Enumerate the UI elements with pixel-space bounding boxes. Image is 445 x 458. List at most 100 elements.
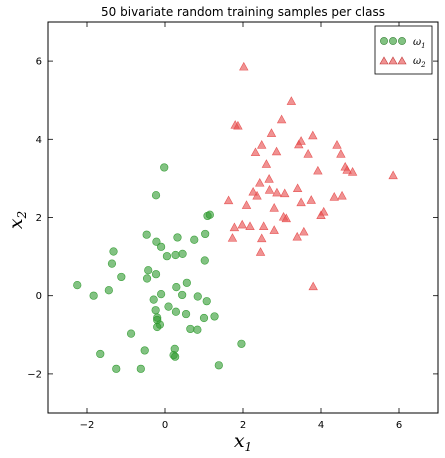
data-point-class2	[296, 197, 306, 207]
legend-marker-class1-c	[398, 37, 406, 45]
data-point-class1	[237, 339, 246, 348]
data-point-class1	[142, 230, 151, 239]
data-points	[73, 61, 398, 373]
data-point-class1	[109, 247, 118, 256]
data-point-class2	[255, 177, 265, 187]
data-point-class2	[269, 202, 279, 212]
data-point-class1	[214, 361, 223, 370]
data-point-class2	[223, 195, 234, 205]
data-point-class2	[227, 233, 238, 242]
data-point-class2	[294, 139, 304, 149]
y-tick-label: 2	[36, 213, 42, 224]
data-point-class1	[178, 249, 187, 258]
data-point-class1	[117, 272, 126, 282]
data-point-class1	[202, 297, 211, 306]
data-point-class1	[136, 364, 145, 373]
data-point-class1	[140, 346, 149, 355]
series-class1	[73, 163, 246, 373]
x-tick-label: 2	[240, 420, 246, 431]
legend-label-class1: ω1	[413, 37, 426, 50]
data-point-class2	[239, 61, 249, 71]
data-point-class2	[229, 222, 240, 232]
x-axis-label: x1	[234, 430, 252, 454]
data-point-class1	[104, 286, 113, 295]
data-point-class1	[151, 270, 161, 279]
data-point-class1	[200, 256, 209, 265]
data-point-class2	[272, 187, 282, 197]
x-tick-label: −2	[80, 420, 95, 431]
data-point-class2	[266, 128, 277, 137]
legend-label-class2: ω2	[413, 56, 426, 69]
data-point-class1	[171, 307, 181, 316]
data-point-class2	[233, 120, 243, 130]
plot-area	[47, 21, 439, 414]
legend-label-class1-base: ω	[413, 37, 421, 48]
data-point-class1	[173, 233, 182, 242]
data-point-class1	[142, 274, 152, 283]
data-point-class2	[241, 200, 252, 209]
data-point-class2	[281, 213, 291, 223]
data-point-class2	[303, 149, 313, 158]
data-point-class1	[96, 349, 105, 359]
series-class2	[223, 61, 398, 291]
data-point-class1	[186, 324, 195, 334]
legend-entry-class2: ω2	[379, 56, 426, 69]
legend: ω1 ω2	[374, 25, 433, 75]
data-point-class1	[107, 259, 117, 268]
data-point-class1	[151, 306, 160, 315]
data-point-class1	[162, 252, 172, 261]
data-point-class2	[329, 192, 339, 201]
legend-label-class2-sub: 2	[420, 61, 426, 69]
legend-marker-class2-c	[397, 56, 407, 65]
data-point-class2	[337, 190, 347, 200]
data-point-class2	[292, 231, 302, 241]
data-point-class2	[269, 225, 279, 234]
data-point-class2	[264, 185, 275, 194]
data-point-class2	[342, 165, 352, 174]
data-point-class1	[205, 210, 214, 219]
legend-label-class2-base: ω	[413, 56, 421, 67]
data-point-class2	[258, 221, 269, 230]
plot-border	[47, 21, 439, 414]
data-point-class1	[164, 302, 173, 311]
y-tick-label: 0	[36, 291, 42, 302]
y-tick-label: 4	[36, 135, 42, 146]
data-point-class1	[193, 325, 202, 334]
x-tick-label: 0	[162, 420, 168, 431]
x-tick-label: 4	[318, 420, 324, 431]
y-axis-label-base: x	[5, 218, 27, 229]
data-point-class2	[252, 190, 262, 200]
data-point-class1	[112, 364, 121, 373]
x-tick-label: 6	[396, 420, 402, 431]
data-point-class1	[193, 292, 202, 301]
data-point-class2	[276, 114, 287, 124]
data-point-class1	[152, 237, 161, 246]
data-point-class2	[245, 221, 255, 230]
y-axis-label: x2	[5, 211, 29, 229]
data-point-class2	[306, 195, 316, 204]
data-point-class2	[257, 233, 267, 243]
data-point-class2	[313, 165, 323, 175]
chart-title: 50 bivariate random training samples per…	[101, 5, 385, 19]
data-point-class2	[237, 219, 247, 229]
data-point-class2	[250, 147, 261, 157]
data-point-class2	[248, 186, 258, 196]
data-point-class1	[157, 290, 166, 299]
data-point-class2	[308, 130, 318, 140]
data-point-class1	[73, 281, 82, 290]
data-point-class2	[316, 210, 326, 219]
x-axis-label-base: x	[234, 430, 245, 452]
data-point-class2	[308, 281, 318, 291]
data-point-class2	[261, 159, 272, 168]
data-point-class2	[286, 96, 297, 105]
data-point-class2	[292, 183, 303, 193]
legend-entry-class1: ω1	[380, 37, 426, 50]
data-point-class2	[332, 140, 342, 149]
data-point-class2	[271, 146, 282, 156]
data-point-class2	[264, 174, 274, 183]
data-point-class2	[347, 167, 358, 176]
data-point-class1	[172, 282, 181, 292]
data-point-class1	[157, 242, 166, 251]
data-point-class2	[280, 188, 290, 198]
